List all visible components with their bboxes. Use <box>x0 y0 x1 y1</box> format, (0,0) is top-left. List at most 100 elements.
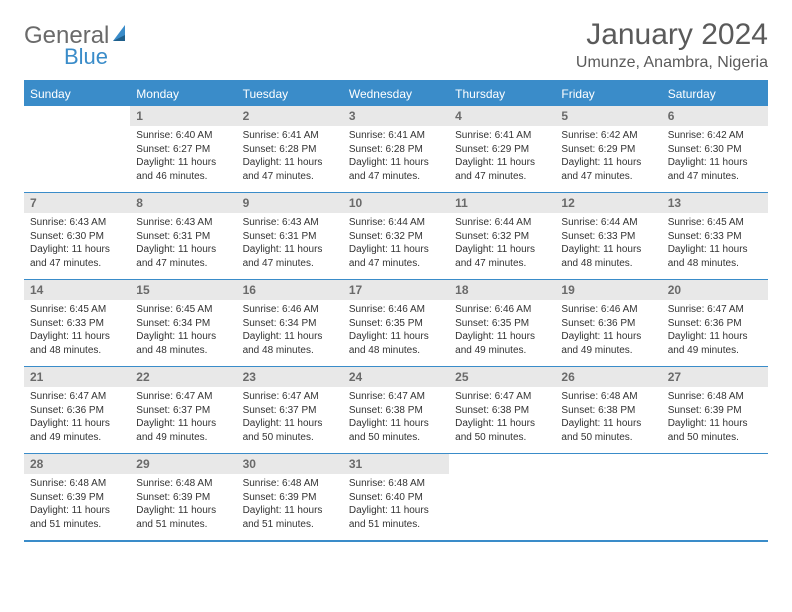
location-text: Umunze, Anambra, Nigeria <box>576 54 768 72</box>
sunset-line: Sunset: 6:39 PM <box>243 491 337 505</box>
sunset-line: Sunset: 6:38 PM <box>561 404 655 418</box>
day-number: 1 <box>130 106 236 126</box>
day-number: 20 <box>662 280 768 300</box>
sunset-line: Sunset: 6:29 PM <box>455 143 549 157</box>
sunset-line: Sunset: 6:36 PM <box>668 317 762 331</box>
daylight-line: Daylight: 11 hours and 48 minutes. <box>668 243 762 270</box>
sunset-line: Sunset: 6:35 PM <box>455 317 549 331</box>
day-body: Sunrise: 6:42 AMSunset: 6:30 PMDaylight:… <box>662 126 768 187</box>
sunrise-line: Sunrise: 6:48 AM <box>243 477 337 491</box>
day-number: 27 <box>662 367 768 387</box>
day-cell: 22Sunrise: 6:47 AMSunset: 6:37 PMDayligh… <box>130 367 236 453</box>
day-cell: 8Sunrise: 6:43 AMSunset: 6:31 PMDaylight… <box>130 193 236 279</box>
week-row: 21Sunrise: 6:47 AMSunset: 6:36 PMDayligh… <box>24 366 768 453</box>
sunset-line: Sunset: 6:33 PM <box>30 317 124 331</box>
daylight-line: Daylight: 11 hours and 47 minutes. <box>668 156 762 183</box>
day-body: Sunrise: 6:48 AMSunset: 6:38 PMDaylight:… <box>555 387 661 448</box>
day-cell: 4Sunrise: 6:41 AMSunset: 6:29 PMDaylight… <box>449 106 555 192</box>
sunset-line: Sunset: 6:40 PM <box>349 491 443 505</box>
day-number: 29 <box>130 454 236 474</box>
day-cell: 17Sunrise: 6:46 AMSunset: 6:35 PMDayligh… <box>343 280 449 366</box>
sunset-line: Sunset: 6:28 PM <box>349 143 443 157</box>
sunrise-line: Sunrise: 6:46 AM <box>561 303 655 317</box>
day-body: Sunrise: 6:45 AMSunset: 6:33 PMDaylight:… <box>662 213 768 274</box>
sunrise-line: Sunrise: 6:47 AM <box>455 390 549 404</box>
day-cell: 31Sunrise: 6:48 AMSunset: 6:40 PMDayligh… <box>343 454 449 540</box>
day-body: Sunrise: 6:46 AMSunset: 6:35 PMDaylight:… <box>343 300 449 361</box>
day-number: 31 <box>343 454 449 474</box>
day-cell: 5Sunrise: 6:42 AMSunset: 6:29 PMDaylight… <box>555 106 661 192</box>
day-cell: 23Sunrise: 6:47 AMSunset: 6:37 PMDayligh… <box>237 367 343 453</box>
day-number: 21 <box>24 367 130 387</box>
daylight-line: Daylight: 11 hours and 48 minutes. <box>349 330 443 357</box>
day-number: 22 <box>130 367 236 387</box>
daylight-line: Daylight: 11 hours and 49 minutes. <box>455 330 549 357</box>
sunset-line: Sunset: 6:27 PM <box>136 143 230 157</box>
day-cell: 6Sunrise: 6:42 AMSunset: 6:30 PMDaylight… <box>662 106 768 192</box>
day-cell: 21Sunrise: 6:47 AMSunset: 6:36 PMDayligh… <box>24 367 130 453</box>
day-body: Sunrise: 6:44 AMSunset: 6:32 PMDaylight:… <box>343 213 449 274</box>
weekday-header: Monday <box>130 82 236 106</box>
calendar: SundayMondayTuesdayWednesdayThursdayFrid… <box>24 80 768 542</box>
daylight-line: Daylight: 11 hours and 50 minutes. <box>561 417 655 444</box>
day-number: 10 <box>343 193 449 213</box>
day-body: Sunrise: 6:44 AMSunset: 6:33 PMDaylight:… <box>555 213 661 274</box>
daylight-line: Daylight: 11 hours and 47 minutes. <box>30 243 124 270</box>
daylight-line: Daylight: 11 hours and 47 minutes. <box>136 243 230 270</box>
sunset-line: Sunset: 6:34 PM <box>136 317 230 331</box>
daylight-line: Daylight: 11 hours and 47 minutes. <box>561 156 655 183</box>
sunrise-line: Sunrise: 6:45 AM <box>668 216 762 230</box>
day-cell: 15Sunrise: 6:45 AMSunset: 6:34 PMDayligh… <box>130 280 236 366</box>
day-cell: 14Sunrise: 6:45 AMSunset: 6:33 PMDayligh… <box>24 280 130 366</box>
day-number: 4 <box>449 106 555 126</box>
day-body: Sunrise: 6:44 AMSunset: 6:32 PMDaylight:… <box>449 213 555 274</box>
sunset-line: Sunset: 6:35 PM <box>349 317 443 331</box>
day-body: Sunrise: 6:48 AMSunset: 6:40 PMDaylight:… <box>343 474 449 535</box>
sunset-line: Sunset: 6:37 PM <box>243 404 337 418</box>
daylight-line: Daylight: 11 hours and 51 minutes. <box>136 504 230 531</box>
weekday-header-row: SundayMondayTuesdayWednesdayThursdayFrid… <box>24 82 768 106</box>
day-cell: 27Sunrise: 6:48 AMSunset: 6:39 PMDayligh… <box>662 367 768 453</box>
day-body: Sunrise: 6:41 AMSunset: 6:28 PMDaylight:… <box>237 126 343 187</box>
day-number: 14 <box>24 280 130 300</box>
day-cell: 25Sunrise: 6:47 AMSunset: 6:38 PMDayligh… <box>449 367 555 453</box>
daylight-line: Daylight: 11 hours and 49 minutes. <box>30 417 124 444</box>
day-cell: 24Sunrise: 6:47 AMSunset: 6:38 PMDayligh… <box>343 367 449 453</box>
sunrise-line: Sunrise: 6:44 AM <box>561 216 655 230</box>
day-cell <box>555 454 661 540</box>
day-cell: 1Sunrise: 6:40 AMSunset: 6:27 PMDaylight… <box>130 106 236 192</box>
week-row: 14Sunrise: 6:45 AMSunset: 6:33 PMDayligh… <box>24 279 768 366</box>
day-body: Sunrise: 6:47 AMSunset: 6:36 PMDaylight:… <box>662 300 768 361</box>
sunrise-line: Sunrise: 6:48 AM <box>349 477 443 491</box>
sunset-line: Sunset: 6:36 PM <box>561 317 655 331</box>
day-cell: 19Sunrise: 6:46 AMSunset: 6:36 PMDayligh… <box>555 280 661 366</box>
weekday-header: Tuesday <box>237 82 343 106</box>
day-body: Sunrise: 6:45 AMSunset: 6:34 PMDaylight:… <box>130 300 236 361</box>
day-number: 28 <box>24 454 130 474</box>
day-body: Sunrise: 6:47 AMSunset: 6:38 PMDaylight:… <box>449 387 555 448</box>
sunrise-line: Sunrise: 6:47 AM <box>668 303 762 317</box>
logo-sail-icon <box>111 23 131 43</box>
daylight-line: Daylight: 11 hours and 50 minutes. <box>243 417 337 444</box>
sunset-line: Sunset: 6:33 PM <box>668 230 762 244</box>
sunrise-line: Sunrise: 6:43 AM <box>243 216 337 230</box>
daylight-line: Daylight: 11 hours and 50 minutes. <box>455 417 549 444</box>
sunset-line: Sunset: 6:31 PM <box>243 230 337 244</box>
day-cell: 12Sunrise: 6:44 AMSunset: 6:33 PMDayligh… <box>555 193 661 279</box>
day-number: 9 <box>237 193 343 213</box>
day-cell: 11Sunrise: 6:44 AMSunset: 6:32 PMDayligh… <box>449 193 555 279</box>
sunset-line: Sunset: 6:32 PM <box>455 230 549 244</box>
day-body: Sunrise: 6:48 AMSunset: 6:39 PMDaylight:… <box>237 474 343 535</box>
sunset-line: Sunset: 6:34 PM <box>243 317 337 331</box>
sunset-line: Sunset: 6:30 PM <box>668 143 762 157</box>
sunset-line: Sunset: 6:33 PM <box>561 230 655 244</box>
day-body: Sunrise: 6:41 AMSunset: 6:29 PMDaylight:… <box>449 126 555 187</box>
daylight-line: Daylight: 11 hours and 47 minutes. <box>455 156 549 183</box>
week-row: 1Sunrise: 6:40 AMSunset: 6:27 PMDaylight… <box>24 106 768 192</box>
day-number: 8 <box>130 193 236 213</box>
day-body: Sunrise: 6:47 AMSunset: 6:38 PMDaylight:… <box>343 387 449 448</box>
sunrise-line: Sunrise: 6:46 AM <box>243 303 337 317</box>
sunrise-line: Sunrise: 6:43 AM <box>30 216 124 230</box>
sunrise-line: Sunrise: 6:41 AM <box>349 129 443 143</box>
daylight-line: Daylight: 11 hours and 47 minutes. <box>243 243 337 270</box>
